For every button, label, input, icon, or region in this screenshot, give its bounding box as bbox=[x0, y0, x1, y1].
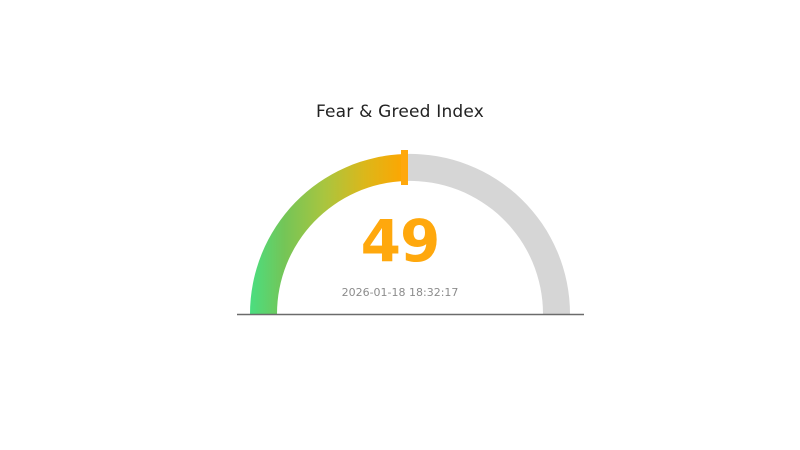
gauge-timestamp-label: 2026-01-18 18:32:17 bbox=[341, 286, 459, 299]
gauge-value-readout: 49 bbox=[360, 207, 441, 275]
gauge-track-arc bbox=[405, 153, 570, 314]
gauge-threshold-needle bbox=[401, 150, 408, 185]
gauge-value-arc bbox=[249, 154, 406, 314]
page-title: Fear & Greed Index bbox=[315, 102, 485, 122]
